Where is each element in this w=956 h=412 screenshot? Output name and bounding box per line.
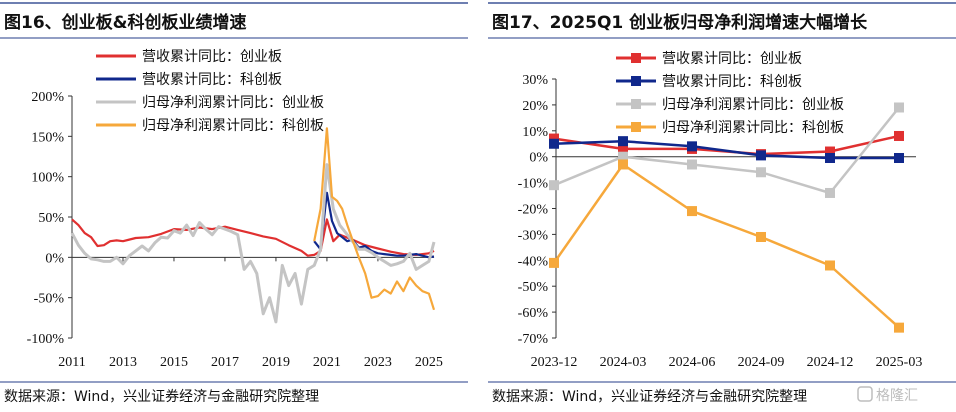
left-series-line-0 (71, 218, 435, 257)
right-series-marker (825, 260, 835, 271)
right-series-marker (687, 141, 697, 152)
right-y-tick-label: -40% (518, 254, 549, 269)
right-series-marker (549, 133, 559, 144)
left-chart: 200% 150% 100% 50% 0% -50% -100% 2011 2013 2015 20… (27, 49, 443, 370)
right-legend-marker (631, 122, 641, 132)
right-legend-label: 营收累计同比：创业板 (662, 51, 802, 67)
right-legend-marker (631, 76, 641, 86)
left-y-tick-label: 100% (31, 171, 64, 186)
right-series-line-1 (553, 139, 899, 160)
right-series-marker (756, 167, 766, 178)
right-y-tick-label: -50% (518, 280, 549, 295)
right-x-tick-label: 2023-12 (531, 355, 578, 370)
left-y-tick-label: 0% (45, 251, 64, 266)
left-x-tick-label: 2025 (415, 355, 443, 370)
watermark: 格隆汇 (857, 386, 918, 404)
right-series-marker (618, 151, 628, 162)
right-x-tick-label: 2024-09 (738, 355, 785, 370)
watermark-text: 格隆汇 (876, 388, 918, 404)
left-x-tick-label: 2013 (109, 355, 137, 370)
right-x-tick-label: 2024-06 (669, 355, 716, 370)
left-y-tick-label: -50% (34, 292, 65, 307)
left-y-tick-label: 200% (31, 90, 64, 105)
right-series-marker (894, 322, 904, 333)
left-legend-label: 营收累计同比：科创板 (142, 72, 282, 88)
right-y-tick-label: -20% (518, 203, 549, 218)
right-series-marker (687, 159, 697, 170)
left-chart-title: 图16、创业板&科创板业绩增速 (4, 12, 246, 33)
right-legend-marker (631, 99, 641, 109)
left-x-tick-label: 2023 (364, 355, 392, 370)
right-y-tick-label: -10% (518, 177, 549, 192)
right-series-marker (894, 102, 904, 113)
right-series-marker (825, 187, 835, 198)
right-x-tick-label: 2024-03 (600, 355, 647, 370)
left-x-tick-label: 2021 (313, 355, 341, 370)
right-series-marker (549, 180, 559, 191)
right-series-marker (825, 146, 835, 157)
right-legend-label: 归母净利润累计同比：科创板 (662, 119, 844, 136)
watermark-logo-icon (857, 386, 873, 402)
right-series-marker (756, 150, 766, 161)
left-source-note: 数据来源：Wind，兴业证券经济与金融研究院整理 (4, 389, 319, 405)
right-y-tick-label: 20% (522, 99, 548, 114)
right-y-tick-label: -30% (518, 228, 549, 243)
right-y-tick-label: 10% (522, 125, 548, 140)
right-series-marker (618, 136, 628, 147)
left-legend-label: 归母净利润累计同比：科创板 (142, 117, 324, 134)
right-legend-label: 归母净利润累计同比：创业板 (662, 96, 844, 113)
left-y-tick-label: 50% (38, 211, 64, 226)
right-legend-marker (631, 53, 641, 63)
left-y-tick-label: 150% (31, 130, 64, 145)
left-y-tick-label: -100% (27, 332, 65, 347)
right-series-marker (618, 143, 628, 154)
right-series-marker (549, 257, 559, 268)
left-legend-label: 营收累计同比：创业板 (142, 49, 282, 65)
right-series-marker (549, 138, 559, 149)
right-legend-label: 营收累计同比：科创板 (662, 74, 802, 90)
right-x-tick-label: 2024-12 (807, 355, 854, 370)
right-chart-title: 图17、2025Q1 创业板归母净利润增速大幅增长 (492, 12, 868, 33)
left-series-line-3 (313, 127, 436, 311)
right-series-marker (894, 130, 904, 141)
left-legend-label: 归母净利润累计同比：创业板 (142, 94, 324, 111)
left-series-line-2 (70, 163, 436, 324)
right-series-marker (825, 152, 835, 163)
right-y-tick-label: -70% (518, 332, 549, 347)
left-x-tick-label: 2019 (262, 355, 290, 370)
left-x-tick-label: 2017 (211, 355, 239, 370)
right-source-note: 数据来源：Wind，兴业证券经济与金融研究院整理 (492, 389, 807, 405)
right-series-line-3 (552, 163, 900, 329)
left-x-tick-label: 2011 (58, 355, 85, 370)
right-chart: 30% 20% 10% 0% -10% -20% -30% -40% -50% -60% -70% 2… (518, 51, 923, 370)
right-series-marker (687, 206, 697, 217)
right-series-marker (618, 159, 628, 170)
right-series-marker (894, 152, 904, 163)
right-x-tick-label: 2025-03 (876, 355, 923, 370)
right-y-tick-label: 0% (529, 151, 548, 166)
right-series-marker (756, 231, 766, 242)
right-y-tick-label: -60% (518, 306, 549, 321)
right-series-line-2 (553, 106, 900, 195)
left-x-tick-label: 2015 (160, 355, 188, 370)
right-y-tick-label: 30% (522, 73, 548, 88)
